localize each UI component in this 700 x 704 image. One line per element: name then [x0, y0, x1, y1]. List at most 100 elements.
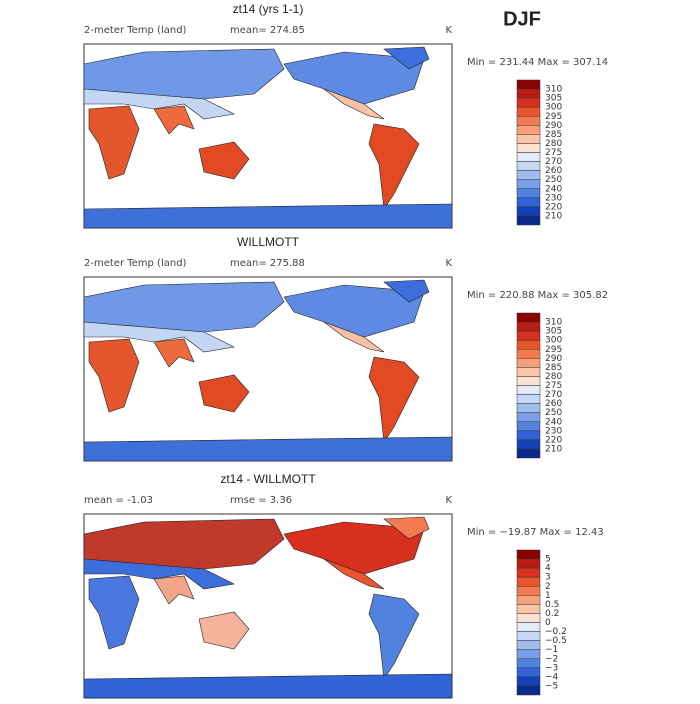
- colorbar-label: 220: [545, 435, 562, 445]
- units: K: [445, 495, 452, 506]
- colorbar-box: [516, 640, 541, 650]
- map: [83, 43, 453, 229]
- land: [198, 141, 250, 180]
- colorbar-label: 280: [545, 372, 562, 382]
- colorbar-box: [516, 448, 541, 459]
- colorbar-label: 305: [545, 94, 562, 104]
- colorbar-box: [516, 358, 541, 368]
- land: [368, 593, 420, 680]
- stat-label: rmse = 3.36: [230, 495, 292, 506]
- colorbar-label: 0: [545, 618, 551, 628]
- colorbar-box: [516, 197, 541, 208]
- panel-title: zt14 - WILLMOTT: [220, 472, 316, 486]
- land: [88, 575, 140, 650]
- colorbar-label: 0.5: [545, 600, 559, 610]
- colorbar-label: −5: [545, 681, 558, 691]
- colorbar-box: [516, 403, 541, 413]
- colorbar-box: [516, 430, 541, 441]
- colorbar-label: 295: [545, 345, 562, 355]
- colorbar-box: [516, 376, 541, 386]
- land: [88, 105, 140, 180]
- colorbar-label: 250: [545, 175, 562, 185]
- colorbar-label: 210: [545, 211, 562, 221]
- colorbar-box: [516, 116, 541, 126]
- colorbar-label: 300: [545, 103, 562, 113]
- left-label: 2-meter Temp (land): [84, 258, 187, 269]
- land: [83, 558, 235, 590]
- land: [198, 374, 250, 413]
- colorbar-box: [516, 567, 541, 578]
- colorbar-label: 220: [545, 202, 562, 212]
- colorbar-label: 240: [545, 184, 562, 194]
- colorbar-box: [516, 631, 541, 641]
- colorbar-box: [516, 79, 541, 90]
- colorbar-label: 310: [545, 85, 562, 95]
- colorbar-box: [516, 439, 541, 450]
- colorbar-box: [516, 658, 541, 669]
- land: [283, 284, 425, 338]
- colorbar-label: 260: [545, 399, 562, 409]
- left-label: 2-meter Temp (land): [84, 25, 187, 36]
- colorbar-box: [516, 125, 541, 135]
- land: [323, 321, 385, 353]
- colorbar-label: 275: [545, 381, 562, 391]
- land: [83, 88, 235, 120]
- colorbar-label: 275: [545, 148, 562, 158]
- colorbar-box: [516, 134, 541, 144]
- colorbar-label: 300: [545, 336, 562, 346]
- colorbar-box: [516, 330, 541, 341]
- colorbar-box: [516, 170, 541, 180]
- colorbar-label: 305: [545, 327, 562, 337]
- colorbar-label: 285: [545, 363, 562, 373]
- colorbar-box: [516, 161, 541, 171]
- colorbar-box: [516, 421, 541, 432]
- land: [368, 123, 420, 210]
- colorbar-label: 250: [545, 408, 562, 418]
- range-label: Min = 231.44 Max = 307.14: [467, 57, 608, 68]
- colorbar-box: [516, 179, 541, 189]
- colorbar-box: [516, 685, 541, 696]
- units: K: [445, 25, 452, 36]
- colorbar-label: −2: [545, 654, 558, 664]
- colorbar-label: 210: [545, 444, 562, 454]
- colorbar-box: [516, 549, 541, 560]
- land: [153, 338, 195, 368]
- land: [88, 338, 140, 413]
- map: [83, 276, 453, 462]
- panel: WILLMOTT 2-meter Temp (land) mean= 275.88 K…: [83, 235, 608, 462]
- panel-title: zt14 (yrs 1-1): [233, 2, 304, 16]
- colorbar-box: [516, 339, 541, 350]
- colorbar-label: 4: [545, 564, 551, 574]
- colorbar-box: [516, 206, 541, 217]
- colorbar-label: 260: [545, 166, 562, 176]
- colorbar-label: 280: [545, 139, 562, 149]
- colorbar-box: [516, 604, 541, 614]
- land: [198, 611, 250, 650]
- colorbar-box: [516, 412, 541, 422]
- colorbar-box: [516, 312, 541, 323]
- colorbar-label: 290: [545, 121, 562, 131]
- land: [283, 521, 425, 575]
- land: [153, 105, 195, 135]
- colorbar-label: 310: [545, 318, 562, 328]
- panel: zt14 - WILLMOTT mean = -1.03 rmse = 3.36 K M…: [83, 472, 604, 699]
- land: [323, 88, 385, 120]
- stat-label: mean= 274.85: [230, 25, 305, 36]
- colorbar-label: 285: [545, 130, 562, 140]
- colorbar-label: 240: [545, 417, 562, 427]
- colorbar-label: 2: [545, 582, 551, 592]
- colorbar-label: 270: [545, 390, 562, 400]
- colorbar-box: [516, 558, 541, 569]
- colorbar-label: 3: [545, 573, 551, 583]
- land: [83, 436, 453, 462]
- colorbar-box: [516, 321, 541, 332]
- colorbar-box: [516, 576, 541, 587]
- land: [383, 46, 430, 70]
- range-label: Min = −19.87 Max = 12.43: [467, 527, 604, 538]
- land: [323, 558, 385, 590]
- units: K: [445, 258, 452, 269]
- colorbar-box: [516, 106, 541, 117]
- panel-title: WILLMOTT: [237, 235, 300, 249]
- panel: zt14 (yrs 1-1) 2-meter Temp (land) mean= 2…: [83, 2, 608, 229]
